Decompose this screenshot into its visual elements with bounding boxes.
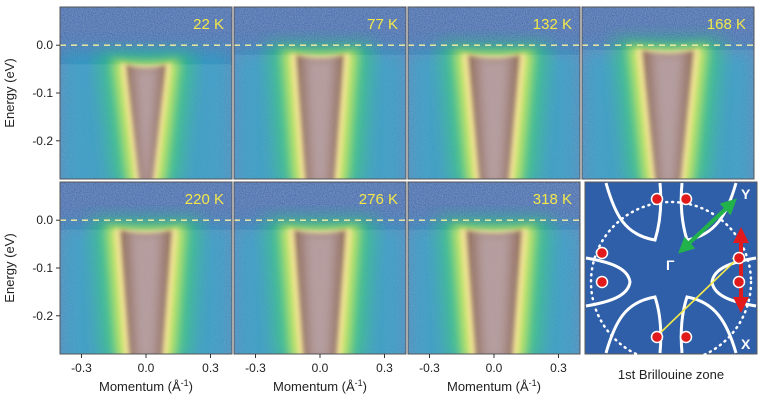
x-tick-label: -0.3	[419, 361, 440, 375]
grain	[408, 54, 580, 179]
grain	[60, 64, 232, 179]
y-tick-label: -0.1	[32, 86, 53, 100]
y-axis-title: Energy (eV)	[2, 58, 17, 127]
panel-frame	[233, 6, 407, 180]
x-tick-label: 0.3	[376, 361, 393, 375]
bz-point	[679, 330, 693, 344]
arpes-panel: 276 K	[233, 181, 407, 355]
grain	[60, 229, 232, 354]
bz-high-symmetry-points	[595, 192, 746, 344]
bz-caption: 1st Brillouine zone	[618, 367, 724, 382]
grain	[234, 54, 406, 179]
temperature-label: 168 K	[707, 16, 746, 33]
x-axis-title: Momentum (Å-1)	[273, 378, 367, 394]
arpes-panel: 132 K	[407, 6, 581, 180]
panels-layer: 22 K 77 K 132 K 168 K 220 K 276 K 318 K	[59, 6, 755, 355]
y-tick-label: 0.0	[36, 38, 53, 52]
x-tick-label: 0.3	[550, 361, 567, 375]
panel-frame	[581, 6, 755, 180]
arpes-panel: 22 K	[59, 6, 233, 180]
x-axis-title: Momentum (Å-1)	[99, 378, 193, 394]
temperature-label: 77 K	[367, 16, 398, 33]
yellow-arrow	[656, 255, 741, 337]
y-tick-label: -0.2	[32, 134, 53, 148]
temperature-label: 318 K	[533, 191, 572, 208]
x-tick-label: 0.0	[312, 361, 329, 375]
green-arrow	[678, 198, 737, 254]
y-tick-label: -0.2	[32, 309, 53, 323]
arpes-panel: 220 K	[59, 181, 233, 355]
x-tick-label: 0.0	[486, 361, 503, 375]
y-tick-label: -0.1	[32, 261, 53, 275]
arpes-panel: 318 K	[407, 181, 581, 355]
x-tick-label: -0.3	[71, 361, 92, 375]
bz-y-label: Y	[741, 186, 751, 202]
brillouin-zone-inset: Γ Y X	[584, 181, 758, 364]
y-axis-title: Energy (eV)	[2, 233, 17, 302]
bz-point	[595, 275, 609, 289]
bz-point	[650, 192, 664, 206]
contour-bottom-right	[679, 295, 738, 354]
x-tick-label: 0.3	[202, 361, 219, 375]
grain	[234, 229, 406, 354]
bz-gamma-label: Γ	[666, 257, 675, 273]
x-tick-label: 0.0	[138, 361, 155, 375]
contour-left	[585, 256, 632, 308]
temperature-label: 132 K	[533, 16, 572, 33]
arpes-panel: 77 K	[233, 6, 407, 180]
temperature-label: 22 K	[193, 16, 224, 33]
bz-point	[595, 246, 609, 260]
bz-dotted-circle	[589, 200, 753, 364]
bz-point	[732, 275, 746, 289]
bz-point	[732, 251, 746, 265]
y-tick-label: 0.0	[36, 213, 53, 227]
bz-point	[679, 192, 693, 206]
bz-point	[650, 330, 664, 344]
temperature-label: 276 K	[359, 191, 398, 208]
panel-frame	[407, 6, 581, 180]
bz-x-label: X	[741, 336, 751, 352]
x-tick-label: -0.3	[245, 361, 266, 375]
axes-layer: 0.0 -0.1 -0.2 Energy (eV) -0.3 0.0 0.3 Momentum…	[2, 38, 567, 394]
arpes-panel: 168 K	[581, 6, 755, 180]
grain	[582, 50, 754, 179]
temperature-label: 220 K	[185, 191, 224, 208]
grain	[408, 229, 580, 354]
x-axis-title: Momentum (Å-1)	[447, 378, 541, 394]
